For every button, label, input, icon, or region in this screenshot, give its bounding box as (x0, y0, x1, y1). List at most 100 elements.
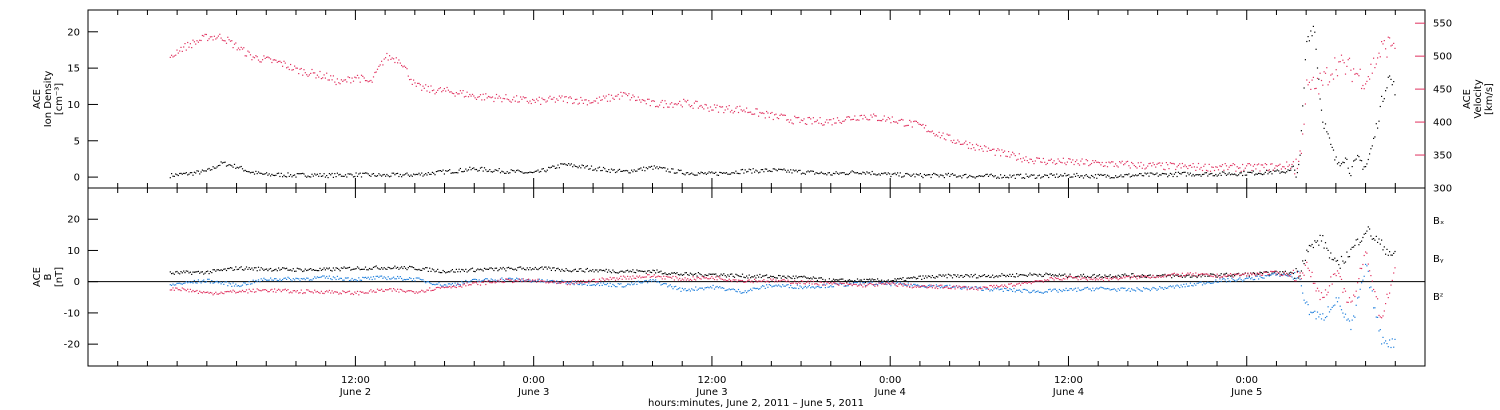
point (566, 164, 568, 166)
point (347, 290, 349, 293)
point (1064, 278, 1066, 280)
point (1094, 277, 1097, 279)
point (578, 283, 580, 286)
point (800, 280, 802, 282)
point (501, 170, 503, 172)
point (1117, 176, 1119, 178)
point (963, 275, 966, 277)
point (695, 174, 697, 176)
point (260, 61, 262, 63)
point (560, 97, 562, 99)
point (763, 275, 765, 277)
point (1369, 228, 1371, 230)
point (621, 278, 623, 280)
point (1385, 303, 1387, 305)
point (521, 171, 523, 173)
point (1348, 256, 1351, 258)
point (562, 163, 564, 165)
point (1153, 174, 1155, 176)
point (971, 287, 974, 289)
point (1026, 282, 1028, 284)
point (610, 278, 613, 280)
point (185, 49, 187, 51)
point (1324, 317, 1327, 319)
point (673, 172, 675, 174)
point (279, 269, 281, 271)
point (803, 286, 805, 288)
point (310, 291, 312, 293)
top-series-group (169, 25, 1396, 179)
point (1306, 249, 1308, 251)
point (1314, 88, 1316, 90)
point (283, 267, 285, 269)
point (291, 292, 293, 294)
point (221, 269, 223, 272)
point (1167, 274, 1169, 276)
point (1069, 288, 1071, 290)
point (558, 167, 560, 169)
point (958, 141, 960, 143)
point (409, 290, 411, 292)
point (953, 285, 955, 287)
point (188, 281, 190, 283)
point (824, 284, 826, 286)
point (1165, 162, 1167, 164)
point (253, 57, 256, 59)
point (741, 279, 744, 282)
point (1389, 75, 1391, 77)
point (271, 279, 273, 281)
point (1153, 287, 1155, 289)
point (461, 280, 463, 283)
point (1312, 282, 1314, 284)
point (1171, 173, 1173, 175)
point (390, 288, 392, 290)
point (691, 288, 693, 290)
point (954, 286, 956, 288)
point (513, 170, 515, 172)
point (814, 287, 816, 289)
point (1053, 279, 1055, 281)
point (1319, 72, 1321, 74)
point (1251, 169, 1253, 172)
point (1014, 276, 1016, 278)
point (736, 281, 738, 283)
point (705, 277, 707, 279)
point (869, 283, 871, 285)
point (614, 171, 617, 174)
point (549, 167, 551, 169)
point (962, 285, 964, 288)
point (375, 265, 377, 267)
point (744, 281, 746, 283)
point (1330, 74, 1332, 76)
point (504, 280, 506, 282)
point (982, 274, 984, 276)
point (443, 271, 445, 273)
point (864, 281, 867, 284)
point (725, 106, 728, 108)
point (720, 287, 722, 289)
point (225, 269, 228, 272)
point (804, 173, 806, 175)
point (347, 76, 349, 78)
point (828, 278, 830, 280)
point (197, 170, 199, 172)
point (1197, 174, 1200, 176)
point (415, 269, 417, 271)
point (316, 74, 318, 76)
point (663, 273, 665, 275)
point (925, 285, 927, 287)
point (719, 275, 721, 277)
point (220, 283, 222, 285)
point (1336, 75, 1339, 77)
point (1004, 287, 1006, 289)
point (608, 279, 610, 281)
point (1311, 79, 1313, 81)
point (235, 283, 237, 285)
point (1009, 273, 1011, 275)
point (863, 281, 865, 283)
point (1274, 272, 1276, 274)
point (818, 122, 820, 124)
point (692, 274, 694, 276)
point (1284, 168, 1286, 170)
point (403, 290, 405, 293)
